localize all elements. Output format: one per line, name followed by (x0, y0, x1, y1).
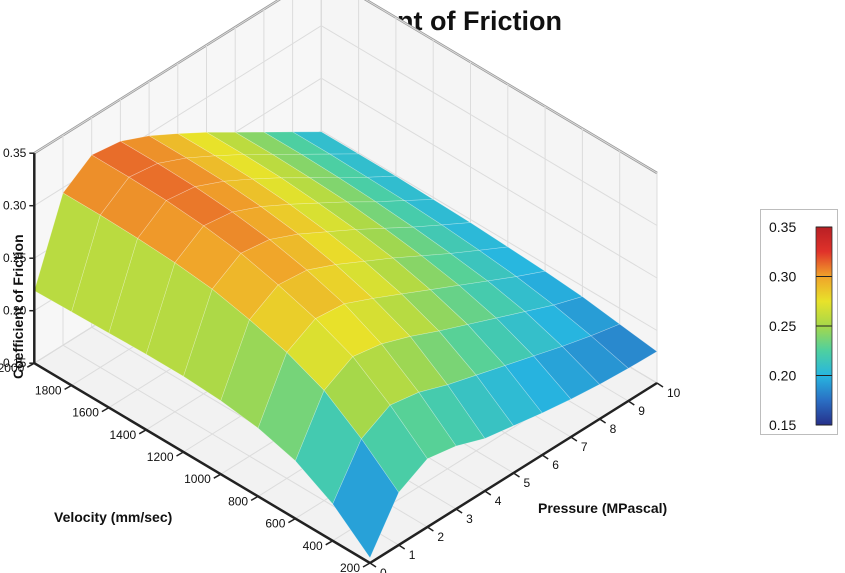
z-tick-label: 0.25 (3, 251, 27, 265)
x-tick-mark (484, 490, 492, 496)
x-tick-mark (398, 544, 406, 550)
x-tick-mark (541, 454, 549, 460)
surface-cell (317, 201, 386, 230)
z-tick-label: 0.15 (3, 356, 27, 370)
colorbar-tick-label: 0.20 (769, 368, 796, 384)
x-tick-mark (656, 382, 664, 388)
x-tick-label: 3 (466, 512, 473, 526)
y-tick-mark (101, 406, 110, 413)
y-tick-mark (176, 451, 184, 457)
y-tick-label: 600 (265, 517, 285, 531)
surface-cell (328, 153, 397, 178)
y-tick-label: 2000 (0, 361, 25, 375)
colorbar-tick-label: 0.35 (769, 219, 796, 235)
x-tick-label: 6 (552, 458, 559, 472)
y-tick-label: 1200 (147, 450, 174, 464)
z-axis-label: Coefficient of Friction (10, 234, 26, 379)
y-tick-label: 1000 (184, 472, 211, 486)
surface-cell (383, 226, 452, 257)
surface-cell (251, 177, 320, 205)
y-tick-mark (213, 473, 222, 479)
y-tick-label: 1800 (35, 383, 62, 397)
y-axis-line (33, 362, 371, 565)
colorbar-tick-label: 0.25 (769, 318, 796, 334)
surface-cell (533, 346, 601, 400)
y-tick-mark (138, 429, 147, 435)
x-tick-label: 4 (495, 494, 502, 508)
y-tick-mark (64, 384, 72, 391)
tick-labels: 0 1 2 3 4 5 6 7 8 9 10 200 400 600 800 1000 1200 1400 1600… (0, 146, 681, 573)
x-tick-mark (369, 562, 377, 568)
y-tick-label: 200 (340, 561, 360, 573)
x-tick-mark (426, 526, 434, 532)
colorbar-tick-label: 0.30 (769, 269, 796, 285)
x-tick-label: 7 (581, 440, 588, 454)
y-tick-label: 1400 (109, 428, 136, 442)
x-tick-label: 9 (638, 404, 645, 418)
colorbar-ticks: 0.35 0.30 0.25 0.20 0.15 (769, 219, 832, 433)
x-tick-label: 10 (667, 386, 681, 400)
surface-cell (524, 304, 592, 347)
x-tick-label: 1 (409, 548, 416, 562)
z-grid-line (34, 0, 658, 174)
x-tick-label: 0 (380, 566, 387, 573)
x-tick-label: 8 (610, 422, 617, 436)
y-tick-mark (362, 562, 371, 568)
surface-cell (363, 257, 431, 295)
surface-cell (561, 335, 629, 385)
surface-cell (332, 438, 400, 559)
x-tick-mark (599, 418, 607, 424)
x-tick-label: 5 (524, 476, 531, 490)
x-tick-mark (570, 436, 578, 442)
x-tick-mark (513, 472, 520, 478)
surface-cell (257, 351, 325, 462)
x-tick-mark (455, 508, 463, 514)
surface-cell (185, 155, 254, 182)
surface-cell (418, 384, 486, 447)
y-tick-label: 1600 (72, 406, 99, 420)
surface-cell (361, 404, 428, 493)
y-tick-label: 800 (228, 494, 248, 508)
surface-cell (234, 131, 303, 155)
surface-cell (590, 323, 658, 369)
colorbar-tick-label: 0.15 (769, 417, 796, 433)
x-tick-label: 2 (437, 530, 444, 544)
axes (26, 152, 664, 568)
friction-surface (33, 131, 658, 559)
surface-cell (308, 177, 377, 203)
y-tick-mark (288, 517, 296, 524)
x-tick-mark (627, 400, 635, 406)
colorbar-legend: 0.35 0.30 0.25 0.20 0.15 (760, 209, 838, 435)
z-tick-label: 0.20 (3, 304, 27, 318)
surface-cell (352, 343, 420, 406)
y-axis-label: Velocity (mm/sec) (54, 509, 172, 525)
surface-cell (372, 293, 440, 337)
z-tick-label: 0.35 (3, 146, 27, 160)
y-tick-mark (325, 540, 334, 546)
y-tick-label: 400 (303, 539, 323, 553)
z-tick-label: 0.30 (3, 199, 27, 213)
x-axis-label: Pressure (MPascal) (538, 500, 667, 516)
colorbar: 0.35 0.30 0.25 0.20 0.15 (769, 219, 833, 433)
y-tick-mark (250, 495, 259, 502)
surface-cell (440, 222, 509, 251)
